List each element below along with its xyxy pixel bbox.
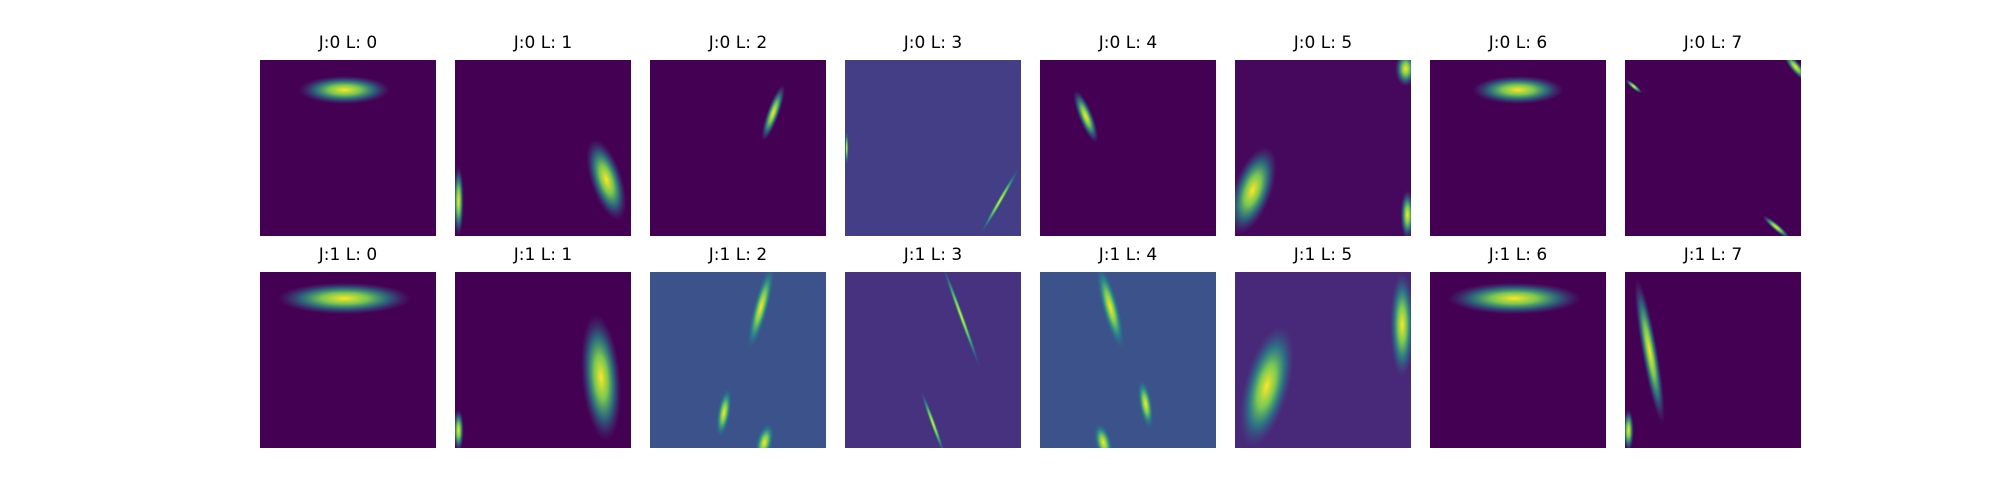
filter-image: [1235, 60, 1411, 236]
filter-image: [260, 272, 436, 448]
filter-panel: J:1 L: 0: [260, 245, 436, 448]
panel-title: J:0 L: 5: [1293, 33, 1352, 53]
filter-response: [277, 282, 412, 315]
filter-response: [1783, 60, 1801, 81]
image-background: [650, 60, 826, 236]
filter-response: [1472, 75, 1564, 104]
filter-response: [1095, 272, 1125, 352]
panel-title: J:0 L: 2: [708, 33, 767, 53]
filter-response: [920, 390, 946, 448]
filter-panel: J:1 L: 4: [1040, 245, 1216, 448]
image-background: [650, 272, 826, 448]
image-background: [845, 60, 1021, 236]
filter-panel: J:0 L: 3: [845, 33, 1021, 236]
panel-title: J:1 L: 7: [1683, 245, 1742, 265]
filter-panel: J:1 L: 7: [1625, 245, 1801, 448]
image-background: [1625, 60, 1801, 236]
panel-title: J:0 L: 1: [513, 33, 572, 53]
filter-response: [1239, 324, 1295, 448]
filter-response: [1447, 282, 1582, 315]
filter-response: [1634, 278, 1665, 425]
filter-panel: J:1 L: 2: [650, 245, 826, 448]
panel-title: J:0 L: 3: [903, 33, 962, 53]
panel-title: J:1 L: 5: [1293, 245, 1352, 265]
filter-panel: J:0 L: 6: [1430, 33, 1606, 236]
panel-title: J:0 L: 6: [1488, 33, 1547, 53]
filter-panel: J:0 L: 1: [455, 33, 631, 236]
filter-response: [715, 386, 733, 439]
filter-response: [1235, 146, 1277, 234]
filter-image: [845, 272, 1021, 448]
panel-title: J:0 L: 7: [1683, 33, 1742, 53]
filter-image: [1040, 272, 1216, 448]
filter-response: [298, 75, 391, 104]
filter-response: [1093, 422, 1114, 448]
filter-image: [260, 60, 436, 236]
filter-response: [1389, 272, 1411, 378]
filter-response: [455, 409, 464, 448]
filter-response: [845, 130, 849, 166]
filter-panel: J:0 L: 7: [1625, 33, 1801, 236]
panel-title: J:0 L: 0: [318, 33, 377, 53]
panel-title: J:1 L: 1: [513, 245, 572, 265]
panel-title: J:1 L: 4: [1098, 245, 1157, 265]
filter-panel: J:1 L: 3: [845, 245, 1021, 448]
filter-image: [1625, 60, 1801, 236]
filter-panel: J:0 L: 2: [650, 33, 826, 236]
panel-title: J:1 L: 2: [708, 245, 767, 265]
filter-response: [746, 272, 775, 352]
filter-image: [1625, 272, 1801, 448]
filter-panel: J:1 L: 5: [1235, 245, 1411, 448]
image-background: [1040, 60, 1216, 236]
panel-title: J:1 L: 3: [903, 245, 962, 265]
filter-image: [1040, 60, 1216, 236]
panel-title: J:0 L: 4: [1098, 33, 1157, 53]
filter-image: [845, 60, 1021, 236]
filter-panel: J:1 L: 1: [455, 245, 631, 448]
filter-response: [941, 272, 981, 369]
filter-panel: J:0 L: 0: [260, 33, 436, 236]
filter-response: [1400, 190, 1411, 236]
filter-response: [1073, 90, 1099, 143]
filter-panel: J:0 L: 4: [1040, 33, 1216, 236]
filter-response: [754, 422, 775, 448]
filter-image: [455, 60, 631, 236]
filter-response: [1137, 377, 1154, 431]
filter-panel: J:0 L: 5: [1235, 33, 1411, 236]
panel-title: J:1 L: 6: [1488, 245, 1547, 265]
panel-title: J:1 L: 0: [318, 245, 377, 265]
image-background: [1040, 272, 1216, 448]
filter-response: [581, 314, 622, 441]
filter-response: [761, 84, 785, 141]
filter-response: [1762, 215, 1791, 236]
filter-image: [1430, 272, 1606, 448]
filter-response: [586, 139, 627, 221]
filter-image: [1235, 272, 1411, 448]
filter-response: [455, 165, 464, 236]
filter-panel: J:1 L: 6: [1430, 245, 1606, 448]
filter-response: [1625, 409, 1634, 448]
filter-image: [455, 272, 631, 448]
filter-response: [1625, 79, 1643, 94]
filter-image: [650, 60, 826, 236]
filter-response: [980, 167, 1020, 235]
filter-response: [1395, 60, 1411, 87]
filter-image: [650, 272, 826, 448]
filter-image: [1430, 60, 1606, 236]
